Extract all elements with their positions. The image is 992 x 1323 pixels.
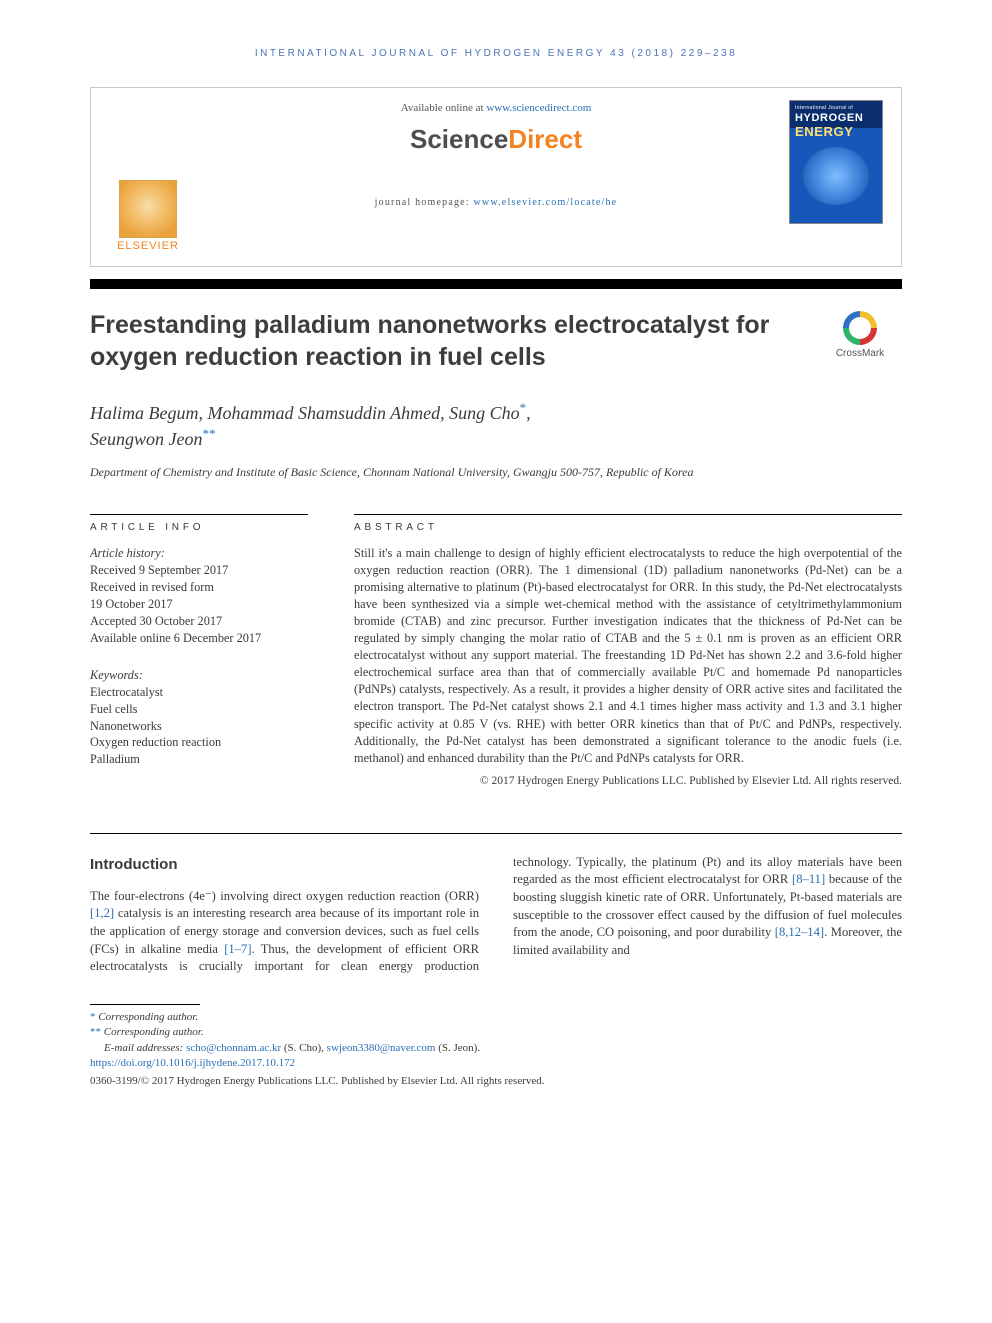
article-history: Article history: Received 9 September 20… <box>90 545 308 647</box>
crossmark-badge[interactable]: CrossMark <box>818 309 902 359</box>
star-icon: * <box>90 1011 96 1023</box>
sciencedirect-logo: ScienceDirect <box>111 124 881 155</box>
author-sep: , <box>526 403 531 423</box>
email-who-2: (S. Jeon). <box>435 1042 480 1054</box>
sd-word-science: Science <box>410 124 508 154</box>
author-3: Sung Cho <box>449 403 520 423</box>
journal-homepage-link[interactable]: www.elsevier.com/locate/he <box>473 197 617 208</box>
elsevier-logo: ELSEVIER <box>109 180 187 252</box>
author-sep: , <box>440 403 449 423</box>
author-4: Seungwon Jeon <box>90 429 202 449</box>
star-icon: ** <box>90 1026 101 1038</box>
author-list: Halima Begum, Mohammad Shamsuddin Ahmed,… <box>90 399 902 452</box>
doi-link[interactable]: https://doi.org/10.1016/j.ijhydene.2017.… <box>90 1057 295 1069</box>
keyword: Nanonetworks <box>90 719 162 733</box>
history-accepted: Accepted 30 October 2017 <box>90 614 222 628</box>
homepage-prefix: journal homepage: <box>375 197 474 208</box>
section-heading-introduction: Introduction <box>90 854 479 875</box>
running-header: INTERNATIONAL JOURNAL OF HYDROGEN ENERGY… <box>90 48 902 59</box>
email-line: E-mail addresses: scho@chonnam.ac.kr (S.… <box>90 1041 902 1056</box>
footnotes: * Corresponding author. ** Corresponding… <box>90 1004 902 1090</box>
history-revised-1: Received in revised form <box>90 580 214 594</box>
keywords-block: Keywords: Electrocatalyst Fuel cells Nan… <box>90 667 308 769</box>
history-revised-2: 19 October 2017 <box>90 597 173 611</box>
email-who-1: (S. Cho), <box>281 1042 327 1054</box>
abstract-column: ABSTRACT Still it's a main challenge to … <box>354 514 902 787</box>
email-label: E-mail addresses: <box>104 1042 186 1054</box>
cover-line3: ENERGY <box>790 124 882 139</box>
abstract-head: ABSTRACT <box>354 514 902 533</box>
cover-line2: HYDROGEN <box>790 112 882 124</box>
journal-homepage-line: journal homepage: www.elsevier.com/locat… <box>111 197 881 208</box>
corr-mark-2: ** <box>202 426 215 441</box>
available-prefix: Available online at <box>401 102 487 114</box>
citation-link[interactable]: [8–11] <box>792 872 825 886</box>
journal-header-box: ELSEVIER Available online at www.science… <box>90 87 902 267</box>
footnote-rule <box>90 1004 200 1005</box>
author-1: Halima Begum <box>90 403 198 423</box>
citation-link[interactable]: [1–7] <box>224 942 251 956</box>
abstract-copyright: © 2017 Hydrogen Energy Publications LLC.… <box>354 775 902 787</box>
body-top-rule <box>90 833 902 834</box>
elsevier-wordmark: ELSEVIER <box>109 240 187 252</box>
article-info-head: ARTICLE INFO <box>90 514 308 533</box>
corr-text-2: Corresponding author. <box>104 1026 204 1038</box>
keyword: Oxygen reduction reaction <box>90 735 221 749</box>
keyword: Palladium <box>90 752 140 766</box>
history-received: Received 9 September 2017 <box>90 563 228 577</box>
sd-word-direct: Direct <box>508 124 582 154</box>
email-link-1[interactable]: scho@chonnam.ac.kr <box>186 1042 281 1054</box>
cover-graphic-icon <box>803 147 869 205</box>
citation-link[interactable]: [8,12–14] <box>775 925 824 939</box>
elsevier-tree-icon <box>119 180 177 238</box>
citation-link[interactable]: [1,2] <box>90 906 114 920</box>
title-rule <box>90 279 902 289</box>
email-link-2[interactable]: swjeon3380@naver.com <box>327 1042 436 1054</box>
corr-text-1: Corresponding author. <box>98 1011 198 1023</box>
body-text: The four-electrons (4e⁻) involving direc… <box>90 889 479 903</box>
article-title: Freestanding palladium nanonetworks elec… <box>90 309 800 373</box>
affiliation: Department of Chemistry and Institute of… <box>90 464 902 480</box>
available-online-line: Available online at www.sciencedirect.co… <box>111 102 881 114</box>
corr-footnote-2: ** Corresponding author. <box>90 1025 902 1040</box>
journal-cover-thumbnail: International Journal of HYDROGEN ENERGY <box>789 100 883 224</box>
crossmark-label: CrossMark <box>836 348 884 359</box>
abstract-text: Still it's a main challenge to design of… <box>354 545 902 767</box>
history-label: Article history: <box>90 546 165 560</box>
keywords-label: Keywords: <box>90 668 143 682</box>
sciencedirect-home-link[interactable]: www.sciencedirect.com <box>486 102 591 114</box>
keyword: Electrocatalyst <box>90 685 163 699</box>
history-online: Available online 6 December 2017 <box>90 631 261 645</box>
body-two-column: Introduction The four-electrons (4e⁻) in… <box>90 854 902 976</box>
corr-footnote-1: * Corresponding author. <box>90 1010 902 1025</box>
author-2: Mohammad Shamsuddin Ahmed <box>207 403 440 423</box>
keyword: Fuel cells <box>90 702 137 716</box>
article-info-column: ARTICLE INFO Article history: Received 9… <box>90 514 308 787</box>
issn-copyright-line: 0360-3199/© 2017 Hydrogen Energy Publica… <box>90 1074 902 1089</box>
crossmark-icon <box>843 311 877 345</box>
cover-line1: International Journal of <box>790 101 882 112</box>
